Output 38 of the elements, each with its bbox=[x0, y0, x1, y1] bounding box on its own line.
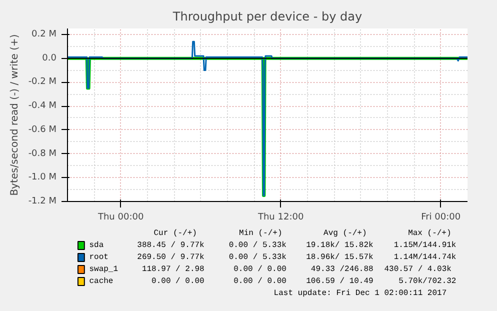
legend-label: swap_1 bbox=[89, 265, 118, 274]
text: Avg (-/+) bbox=[324, 229, 367, 238]
y-tick-label: -0.2 M bbox=[28, 77, 56, 88]
text: 0.00 / 0.00 bbox=[234, 265, 287, 274]
text: 5.70k/702.32 bbox=[398, 277, 456, 286]
y-axis-title: Bytes/second read (-) / write (+) bbox=[9, 34, 20, 196]
y-tick-label: -0.4 M bbox=[28, 101, 56, 112]
text: 388.45 / 9.77k bbox=[137, 241, 205, 250]
y-tick-label: -0.6 M bbox=[28, 124, 56, 135]
text: 19.18k/ 15.82k bbox=[306, 241, 374, 250]
text: Min (-/+) bbox=[239, 229, 282, 238]
text: Max (-/+) bbox=[408, 229, 452, 238]
text: 1.15M/144.91k bbox=[394, 241, 456, 250]
y-tick-label: -0.8 M bbox=[28, 148, 56, 159]
text: 0.00 / 5.33k bbox=[228, 253, 287, 262]
legend-label: root bbox=[89, 253, 108, 262]
x-tick-label: Thu 12:00 bbox=[256, 212, 304, 222]
text: 118.97 / 2.98 bbox=[142, 265, 205, 274]
text: 18.96k/ 15.57k bbox=[306, 253, 374, 262]
y-tick-label: -1.0 M bbox=[28, 172, 56, 183]
text: Last update: Fri Dec 1 02:00:11 2017 bbox=[274, 289, 447, 298]
text: 430.57 / 4.03k bbox=[384, 265, 452, 274]
x-tick-label: Thu 00:00 bbox=[96, 212, 144, 222]
y-tick-label: -1.2 M bbox=[28, 196, 56, 206]
text: 0.00 / 0.00 bbox=[234, 277, 287, 286]
legend-label: sda bbox=[89, 241, 104, 250]
text: 269.50 / 9.77k bbox=[137, 253, 205, 262]
text: 1.14M/144.74k bbox=[394, 253, 456, 262]
text: 106.59 / 10.49 bbox=[306, 277, 374, 286]
x-tick-label: Fri 00:00 bbox=[421, 212, 461, 222]
chart-title: Throughput per device - by day bbox=[172, 10, 362, 24]
legend-label: cache bbox=[89, 277, 114, 286]
text: Cur (-/+) bbox=[154, 229, 197, 238]
text: 0.00 / 0.00 bbox=[152, 277, 205, 286]
y-tick-label: 0.2 M bbox=[32, 29, 57, 40]
text: 0.00 / 5.33k bbox=[228, 241, 287, 250]
y-tick-label: 0.0 bbox=[42, 53, 57, 64]
text: 49.33 /246.88 bbox=[310, 265, 374, 274]
